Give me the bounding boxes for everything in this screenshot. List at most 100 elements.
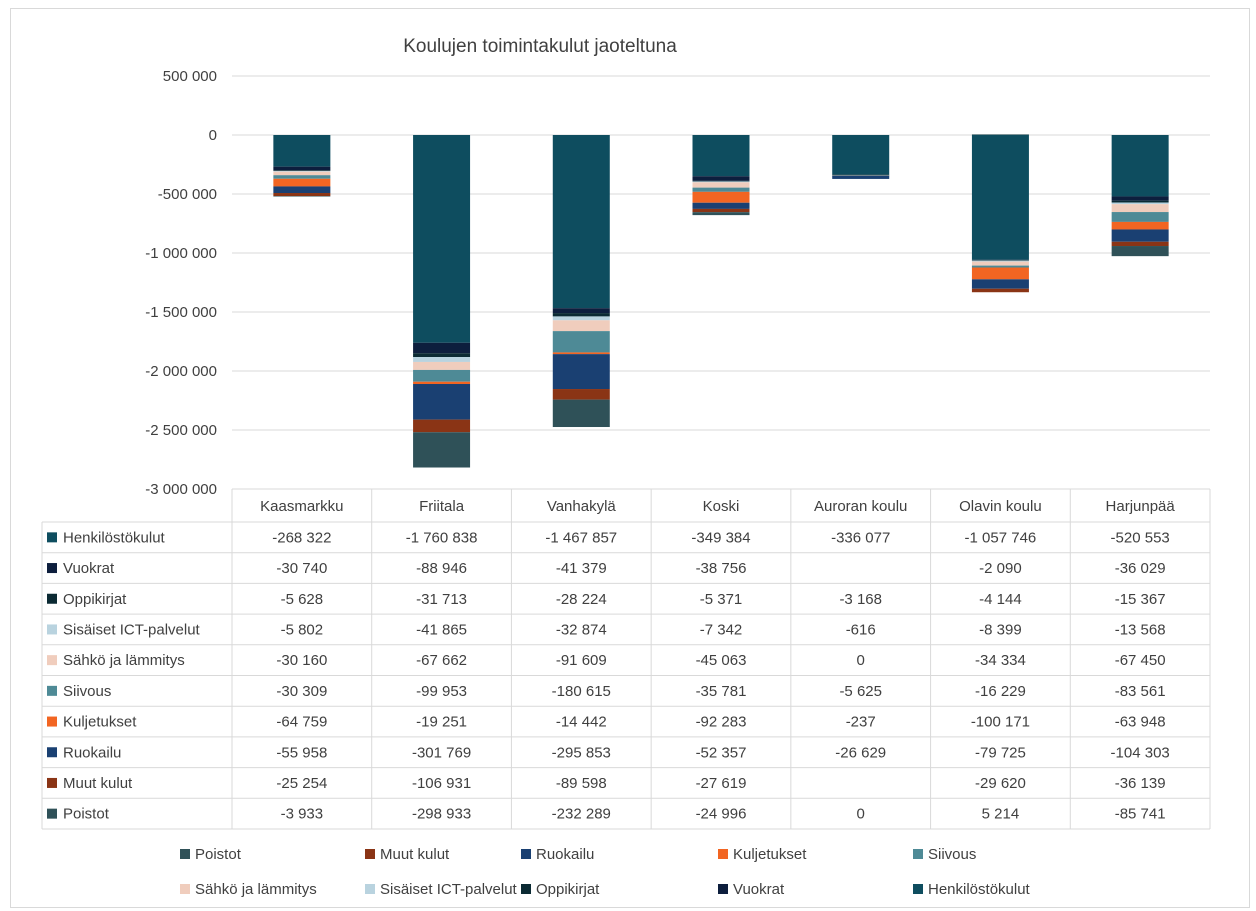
bar-segment <box>692 135 750 177</box>
data-label: -13 568 <box>1115 621 1166 638</box>
legend-label: Siivous <box>928 846 976 863</box>
data-label: -4 144 <box>979 591 1022 608</box>
data-label: -100 171 <box>971 714 1030 731</box>
bar-segment <box>971 261 1029 266</box>
data-label: -36 029 <box>1115 560 1166 577</box>
bar-segment <box>413 135 471 343</box>
y-tick-label: -2 000 000 <box>145 363 217 380</box>
bar-segment <box>832 135 890 175</box>
data-label: -1 467 857 <box>545 529 617 546</box>
legend-label: Muut kulut <box>380 846 450 863</box>
bar-segment <box>692 176 750 181</box>
bar-segment <box>832 174 890 176</box>
category-label: Auroran koulu <box>814 498 907 515</box>
bar-segment <box>552 331 610 353</box>
data-label: -55 958 <box>276 744 327 761</box>
data-label: -7 342 <box>700 621 743 638</box>
bar-segment <box>692 180 750 182</box>
category-label: Friitala <box>419 498 465 515</box>
bar-segment <box>971 288 1029 293</box>
series-label: Ruokailu <box>63 744 121 761</box>
table-legend-key <box>47 747 57 758</box>
bar-segment <box>1111 229 1169 242</box>
data-label: -30 309 <box>276 683 327 700</box>
bar-segment <box>1111 135 1169 197</box>
table-legend-key <box>47 685 57 696</box>
data-label: -89 598 <box>556 775 607 792</box>
y-tick-label: -1 500 000 <box>145 304 217 321</box>
category-label: Kaasmarkku <box>260 498 343 515</box>
data-label: -5 371 <box>700 591 743 608</box>
bar-segment <box>413 357 471 362</box>
bar-segment <box>1111 204 1169 213</box>
legend-label: Poistot <box>195 846 242 863</box>
bar-segment <box>971 267 1029 280</box>
data-label: -41 379 <box>556 560 607 577</box>
legend-label: Kuljetukset <box>733 846 807 863</box>
bar-segment <box>692 208 750 213</box>
data-label: -349 384 <box>691 529 750 546</box>
data-label: -232 289 <box>552 806 611 823</box>
data-label: -5 625 <box>839 683 882 700</box>
data-label: -616 <box>846 621 876 638</box>
data-label: -295 853 <box>552 744 611 761</box>
legend-swatch <box>521 884 531 894</box>
data-label: -31 713 <box>416 591 467 608</box>
data-label: -34 334 <box>975 652 1026 669</box>
data-label: -83 561 <box>1115 683 1166 700</box>
bar-segment <box>552 399 610 428</box>
y-tick-label: -2 500 000 <box>145 422 217 439</box>
chart-title: Koulujen toimintakulut jaoteltuna <box>403 36 677 57</box>
y-tick-label: -3 000 000 <box>145 481 217 498</box>
legend-label: Ruokailu <box>536 846 594 863</box>
bar-segment <box>273 170 331 172</box>
table-legend-key <box>47 655 57 666</box>
series-label: Henkilöstökulut <box>63 529 166 546</box>
bar-segment <box>832 175 890 179</box>
bar-segment <box>552 352 610 355</box>
table-legend-key <box>47 716 57 727</box>
data-label: -16 229 <box>975 683 1026 700</box>
bar-segment <box>273 171 331 176</box>
data-label: -28 224 <box>556 591 607 608</box>
category-label: Harjunpää <box>1106 498 1176 515</box>
bar-segment <box>1111 200 1169 203</box>
data-label: -14 442 <box>556 714 607 731</box>
y-tick-label: 500 000 <box>163 68 217 85</box>
data-label: -26 629 <box>835 744 886 761</box>
data-label: -5 802 <box>281 621 324 638</box>
data-label: -268 322 <box>272 529 331 546</box>
data-label: -99 953 <box>416 683 467 700</box>
data-label: -3 933 <box>281 806 324 823</box>
bar-segment <box>971 260 1029 261</box>
bar-segment <box>1111 221 1169 230</box>
bar-segment <box>552 389 610 400</box>
table-legend-key <box>47 777 57 788</box>
bar-segment <box>273 186 331 194</box>
data-label: -41 865 <box>416 621 467 638</box>
bar-segment <box>832 175 890 176</box>
series-label: Oppikirjat <box>63 591 127 608</box>
legend-label: Vuokrat <box>733 881 785 898</box>
data-label: -27 619 <box>696 775 747 792</box>
legend-label: Sähkö ja lämmitys <box>195 881 317 898</box>
bar-segment <box>273 175 331 179</box>
data-label: -3 168 <box>839 591 882 608</box>
series-label: Poistot <box>63 806 110 823</box>
bar-segment <box>413 369 471 382</box>
data-label: -104 303 <box>1111 744 1170 761</box>
data-label: -30 160 <box>276 652 327 669</box>
data-label: -64 759 <box>276 714 327 731</box>
data-label: -67 450 <box>1115 652 1166 669</box>
y-tick-label: -500 000 <box>158 186 217 203</box>
bar-segment <box>552 354 610 390</box>
bar-segment <box>971 265 1029 268</box>
category-label: Olavin koulu <box>959 498 1042 515</box>
data-label: -36 139 <box>1115 775 1166 792</box>
bar-segment <box>692 202 750 209</box>
data-label: -91 609 <box>556 652 607 669</box>
y-tick-label: -1 000 000 <box>145 245 217 262</box>
bar-segment <box>971 260 1029 262</box>
legend-swatch <box>365 884 375 894</box>
data-label: -67 662 <box>416 652 467 669</box>
